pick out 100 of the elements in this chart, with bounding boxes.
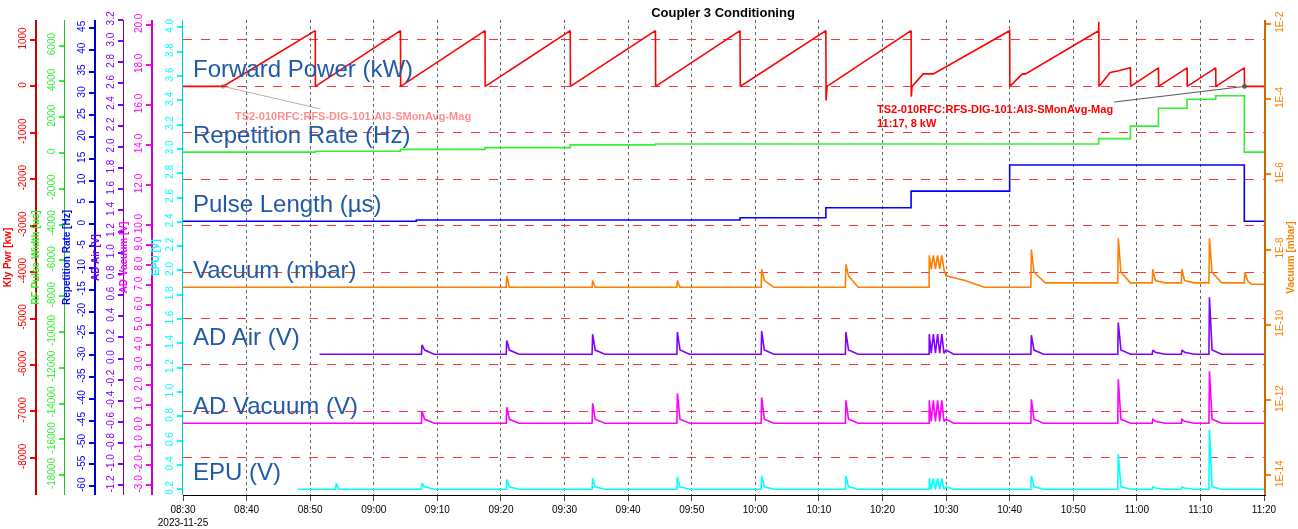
y-tick-label: 2.0 <box>133 376 145 391</box>
x-tick-label: 09:30 <box>552 504 578 515</box>
y-tick-label: -7000 <box>17 396 29 423</box>
y-tick-label: -50 <box>76 433 88 449</box>
y-tick-label: 3.0 <box>163 139 175 155</box>
x-tick-label: 08:50 <box>297 504 324 515</box>
y-tick-label: 3.0 <box>104 32 116 47</box>
y-tick-label: 2.0 <box>104 138 116 153</box>
y-tick-label: 14.0 <box>133 133 145 154</box>
y-axis-title: Repetition Rate [Hz] <box>60 210 72 305</box>
y-tick-label: -25 <box>76 324 88 340</box>
y-tick-label: 10 <box>76 173 88 185</box>
y-tick-label: -15 <box>76 280 88 296</box>
x-tick-label: 10:50 <box>1060 504 1087 515</box>
y-tick-label: -4000 <box>17 257 29 284</box>
x-tick-label: 09:50 <box>679 504 705 515</box>
y-tick-label: 2.8 <box>104 53 116 68</box>
line-series <box>183 21 1264 102</box>
x-tick-label: 09:40 <box>615 504 642 515</box>
x-tick-label: 09:20 <box>488 504 514 515</box>
y-tick-label: 20.0 <box>133 13 145 34</box>
y-tick-label: -6000 <box>17 350 29 377</box>
x-tick-label: 08:30 2023-11-25 <box>157 504 209 528</box>
y-tick-label: 1.2 <box>104 222 116 238</box>
x-tick-label: 11:20 <box>1251 504 1277 515</box>
y-tick-label: 5.0 <box>133 316 145 331</box>
y-tick-label: 2.8 <box>163 164 175 179</box>
y-tick-label: -4000 <box>45 209 57 236</box>
y-tick-label: 1.6 <box>163 310 175 325</box>
y-tick-label: -2000 <box>45 174 57 201</box>
y-tick-label: -5 <box>76 239 88 250</box>
y-axis-title: RF Pulse Width [us] <box>30 210 42 305</box>
y-tick-label: -40 <box>76 389 88 405</box>
y-tick-label: 45 <box>76 20 88 32</box>
line-series <box>183 370 1264 425</box>
y-tick-label: 1.0 <box>104 243 116 259</box>
y-tick-label: 15 <box>76 151 88 163</box>
y-tick-label: 1.0 <box>163 383 175 398</box>
y-tick-label: -10000 <box>45 314 57 347</box>
y-tick-label: 0.6 <box>104 286 116 301</box>
y-tick-label: -0.2 <box>104 369 116 387</box>
x-tick-label: 09:10 <box>424 504 451 515</box>
y-tick-label: -60 <box>76 477 88 492</box>
series-label: AD Air (V) <box>193 323 300 350</box>
y-tick-label: 2.4 <box>163 212 175 228</box>
y-tick-label: 1.0 <box>133 396 145 411</box>
chart-title: Coupler 3 Conditioning <box>651 4 795 20</box>
y-tick-label: 2.0 <box>163 261 175 276</box>
y-tick-label: 2.2 <box>104 116 116 132</box>
y2-tick-label: 1E-6 <box>1273 161 1285 184</box>
y-tick-label: -8000 <box>17 443 29 470</box>
y-axis-title: AD Vacuum [V] <box>118 221 130 294</box>
y-tick-label: 6000 <box>45 32 57 56</box>
y-tick-label: 40 <box>76 42 88 54</box>
y-tick-label: 2.2 <box>163 237 175 252</box>
y-tick-label: 30 <box>76 85 88 98</box>
y-tick-label: -45 <box>76 411 88 427</box>
y-tick-label: 4.0 <box>163 18 175 33</box>
y2-tick-label: 1E-10 <box>1273 309 1285 337</box>
y-tick-label: 0.4 <box>104 307 116 322</box>
x-tick-label: 11:10 <box>1188 504 1214 515</box>
y-axis-title: Kly Pwr [kw] <box>2 227 14 288</box>
y2-tick-label: 1E-12 <box>1273 384 1285 412</box>
y-tick-label: -10 <box>76 258 88 274</box>
y-tick-label: 0.8 <box>163 407 175 422</box>
y-tick-label: 4000 <box>45 68 57 92</box>
y-tick-label: -16000 <box>45 421 57 454</box>
y2-tick-label: 1E-2 <box>1273 11 1285 33</box>
y-tick-label: 6.0 <box>133 296 145 311</box>
y-tick-label: 0.2 <box>104 328 116 343</box>
y-tick-label: 12.0 <box>133 173 145 194</box>
x-tick-label: 10:30 <box>933 504 960 515</box>
y2-tick-label: 1E-4 <box>1273 86 1285 109</box>
y-tick-label: 1.8 <box>163 285 175 301</box>
y-tick-label: 1.8 <box>104 159 116 174</box>
y-tick-label: 1000 <box>17 26 29 50</box>
y-axis-title: EPU [V] <box>149 239 161 276</box>
y-tick-label: -5000 <box>17 303 29 330</box>
annotation: TS2-010RFC:RFS-DIG-101:AI3-SMonAvg-Mag <box>235 110 472 122</box>
y-tick-label: -20 <box>76 302 88 318</box>
y-tick-label: 3.2 <box>104 11 116 26</box>
x-tick-label: 10:40 <box>997 504 1023 515</box>
y-tick-label: -8000 <box>45 281 57 308</box>
y-tick-label: -18000 <box>45 457 57 490</box>
y-axis-title: AD Air [V] <box>89 234 101 281</box>
y-tick-label: 0.4 <box>163 456 175 471</box>
y2-axis-title: Vacuum [mbar] <box>1284 221 1296 294</box>
y-tick-label: -12000 <box>45 350 57 382</box>
y-tick-label: -1.0 <box>104 453 116 472</box>
y-tick-label: 2.4 <box>104 95 116 111</box>
y-tick-label: -0.6 <box>104 411 116 430</box>
y-tick-label: -35 <box>76 367 88 383</box>
x-tick-label: 10:00 <box>742 504 769 515</box>
y-tick-label: 0.6 <box>163 431 175 447</box>
y-tick-label: 0 <box>45 148 57 155</box>
y-tick-label: 10.0 <box>133 213 145 234</box>
y-tick-label: 3.0 <box>133 356 145 371</box>
y-tick-label: 3.6 <box>163 67 175 82</box>
y-tick-label: 0.0 <box>133 416 145 431</box>
y-tick-label: 5 <box>76 197 88 204</box>
